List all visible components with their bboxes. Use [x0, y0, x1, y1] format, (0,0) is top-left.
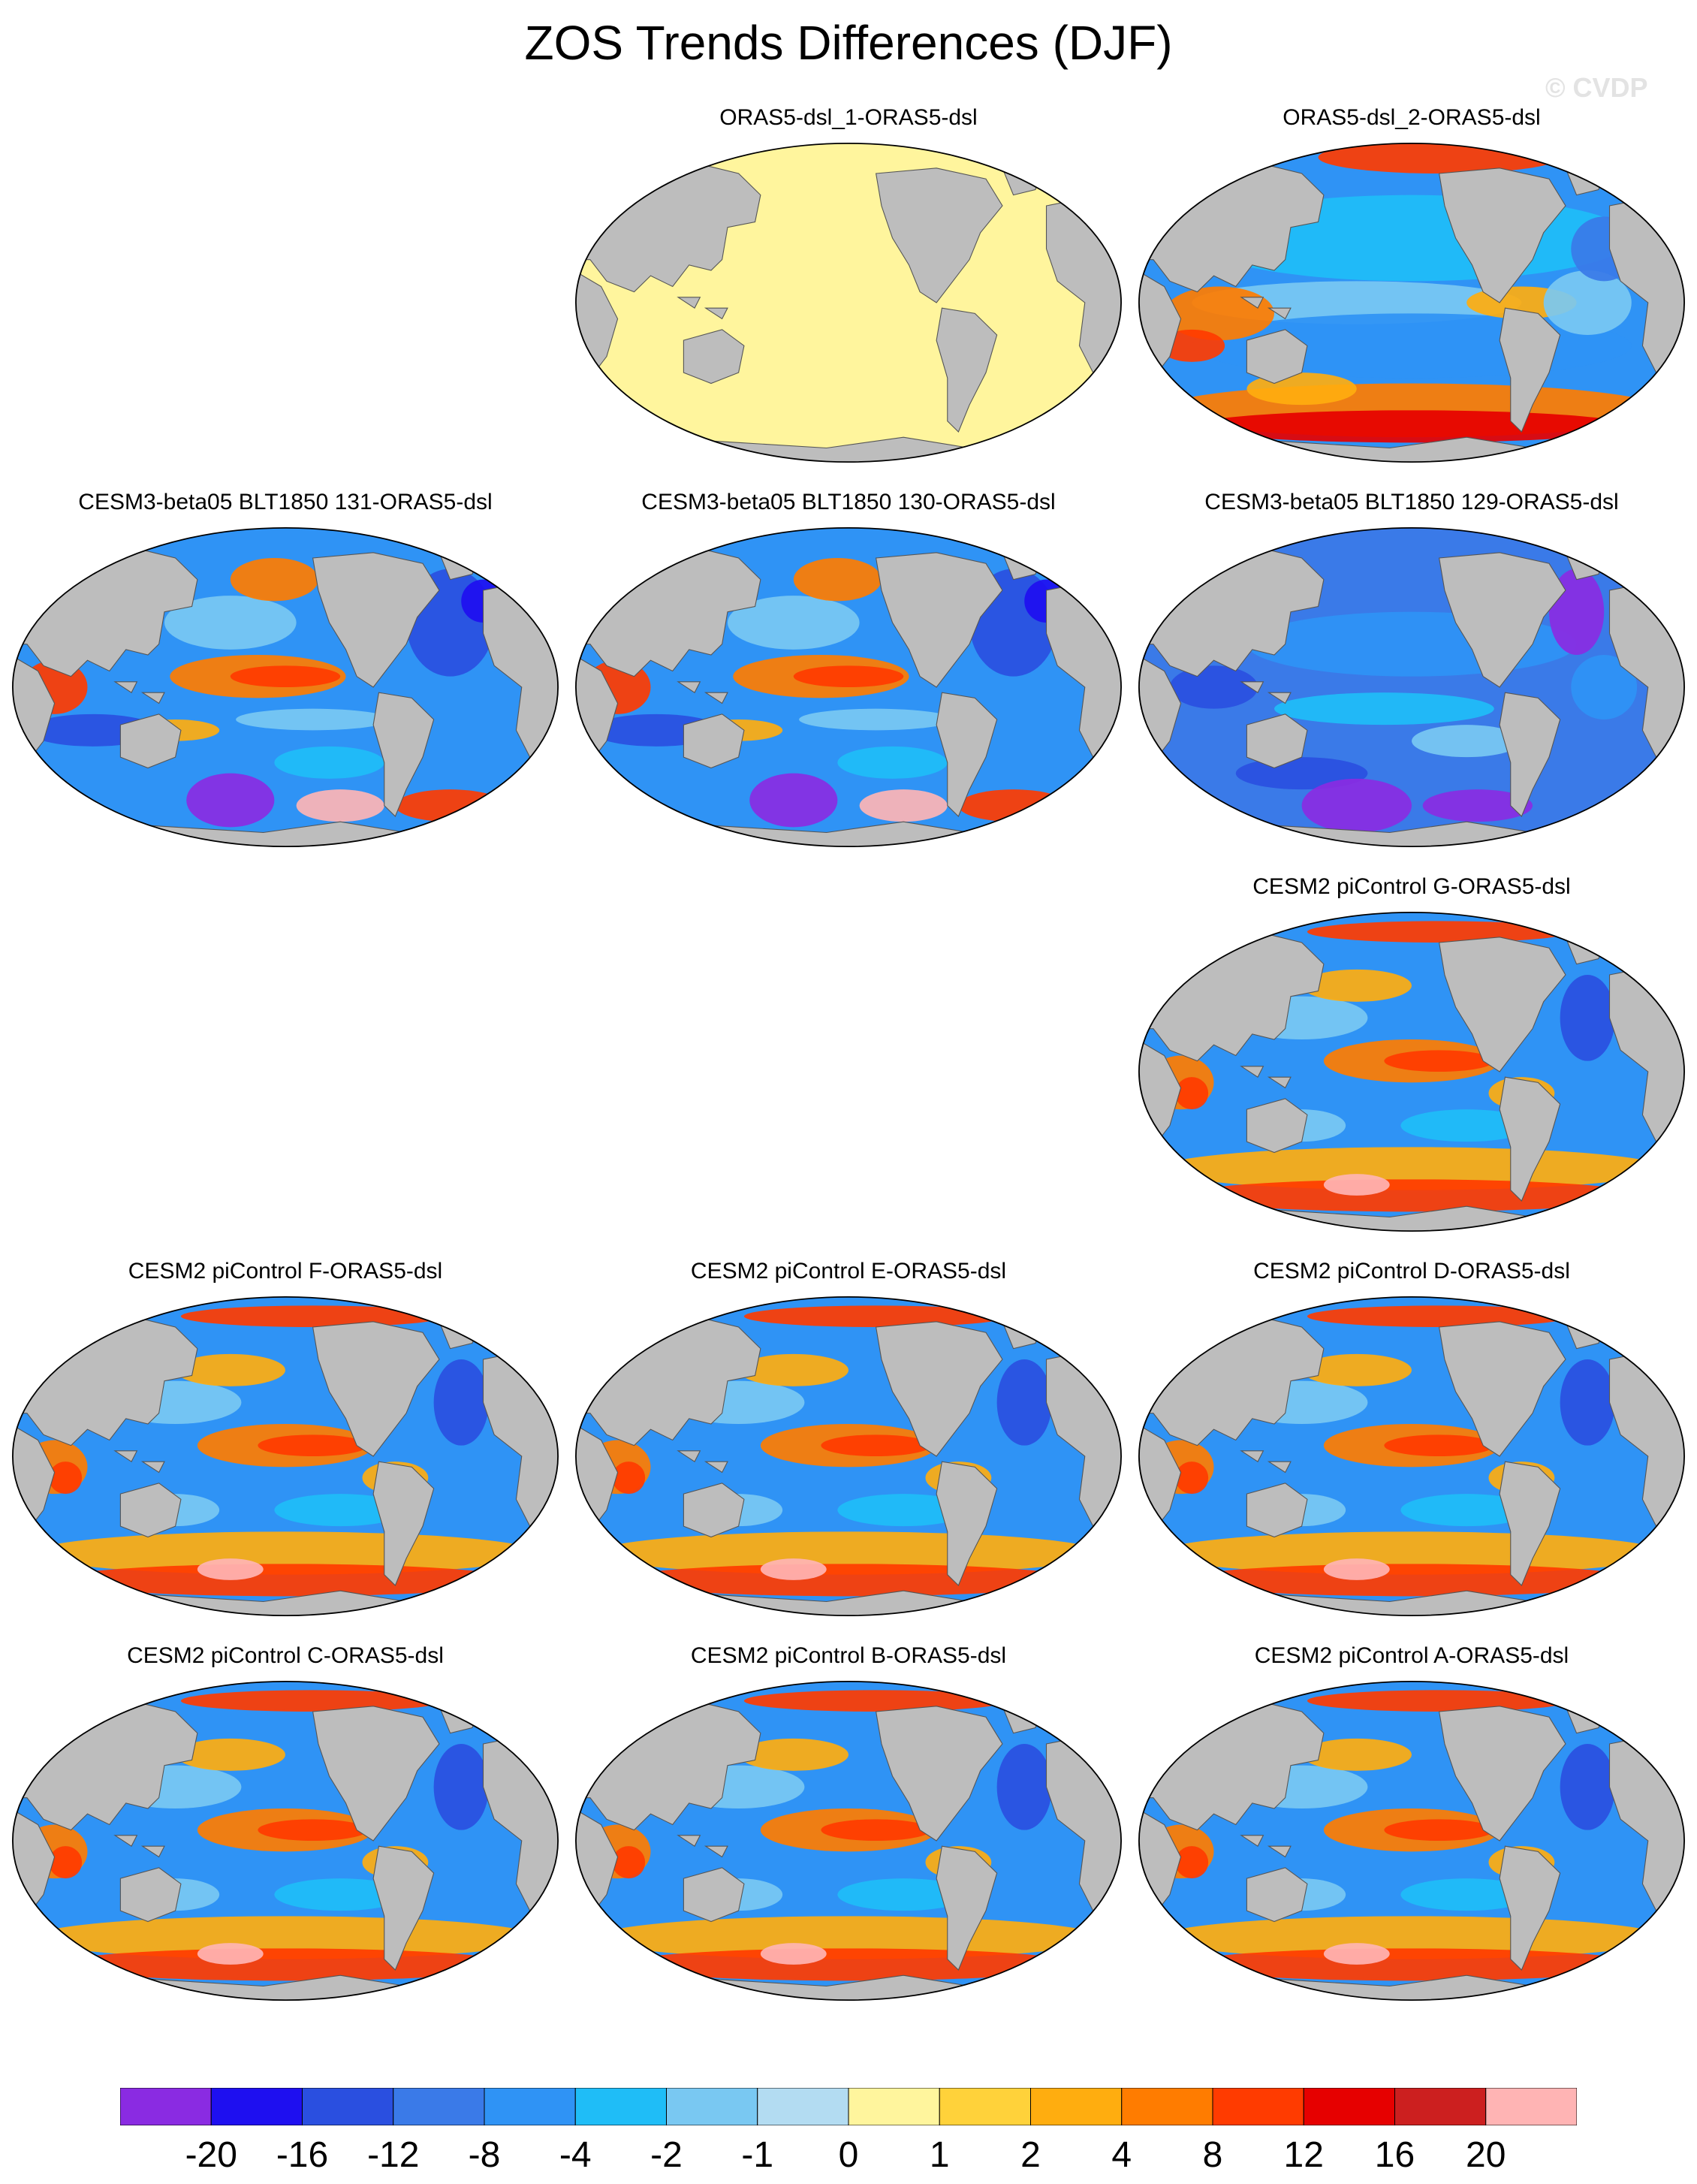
global-map	[1138, 142, 1685, 463]
colorbar-swatch	[1030, 2088, 1123, 2125]
colorbar-tick-label: 2	[1020, 2135, 1041, 2175]
global-map	[575, 1680, 1122, 2001]
panel-title: CESM2 piControl C-ORAS5-dsl	[127, 1643, 444, 1668]
panel-title: CESM3-beta05 BLT1850 129-ORAS5-dsl	[1204, 490, 1619, 514]
global-map	[575, 1296, 1122, 1617]
panel-title: CESM2 piControl D-ORAS5-dsl	[1253, 1259, 1570, 1284]
colorbar-swatch	[939, 2088, 1031, 2125]
panel-title: ORAS5-dsl_2-ORAS5-dsl	[1283, 105, 1541, 130]
colorbar-tick-label: -8	[468, 2135, 501, 2175]
panel-title: CESM2 piControl A-ORAS5-dsl	[1254, 1643, 1569, 1668]
colorbar-swatch	[666, 2088, 758, 2125]
colorbar-tick-label: 8	[1202, 2135, 1223, 2175]
panel-title: CESM3-beta05 BLT1850 131-ORAS5-dsl	[78, 490, 493, 514]
panel-title: CESM2 piControl G-ORAS5-dsl	[1252, 874, 1571, 899]
colorbar-swatch	[210, 2088, 303, 2125]
colorbar-swatch	[574, 2088, 667, 2125]
colorbar-tick-label: 20	[1466, 2135, 1506, 2175]
colorbar-swatch	[1212, 2088, 1304, 2125]
panel-title: CESM2 piControl E-ORAS5-dsl	[690, 1259, 1007, 1284]
colorbar-tick-label: 0	[838, 2135, 859, 2175]
colorbar-tick-label: 16	[1374, 2135, 1415, 2175]
global-map	[12, 1296, 559, 1617]
colorbar-tick-label: 12	[1283, 2135, 1324, 2175]
colorbar-tick-label: 4	[1111, 2135, 1132, 2175]
watermark: © CVDP	[1545, 72, 1648, 103]
colorbar	[120, 2088, 1577, 2125]
colorbar-swatch	[1121, 2088, 1213, 2125]
map-panel: CESM2 piControl D-ORAS5-dsl	[1137, 1259, 1686, 1618]
colorbar-tick-label: -12	[367, 2135, 420, 2175]
global-map	[575, 526, 1122, 848]
map-panel: CESM2 piControl G-ORAS5-dsl	[1137, 874, 1686, 1233]
colorbar-tick-label: 1	[929, 2135, 950, 2175]
colorbar-swatch	[1485, 2088, 1577, 2125]
colorbar-swatch	[484, 2088, 576, 2125]
global-map	[1138, 911, 1685, 1232]
panel-title: CESM3-beta05 BLT1850 130-ORAS5-dsl	[641, 490, 1056, 514]
page-title: ZOS Trends Differences (DJF)	[524, 16, 1173, 70]
map-panel: CESM2 piControl B-ORAS5-dsl	[574, 1643, 1123, 2002]
map-panel: CESM2 piControl C-ORAS5-dsl	[11, 1643, 560, 2002]
map-panel: CESM3-beta05 BLT1850 131-ORAS5-dsl	[11, 490, 560, 849]
colorbar-swatch	[302, 2088, 394, 2125]
panel-title: CESM2 piControl F-ORAS5-dsl	[128, 1259, 443, 1284]
colorbar-swatch	[120, 2088, 212, 2125]
global-map	[1138, 1680, 1685, 2001]
panel-title: CESM2 piControl B-ORAS5-dsl	[690, 1643, 1007, 1668]
map-panel: CESM2 piControl A-ORAS5-dsl	[1137, 1643, 1686, 2002]
colorbar-tick-label: -16	[276, 2135, 329, 2175]
colorbar-swatch	[1303, 2088, 1395, 2125]
colorbar-swatch	[848, 2088, 940, 2125]
global-map	[12, 1680, 559, 2001]
global-map	[575, 142, 1122, 463]
colorbar-swatch	[757, 2088, 849, 2125]
global-map	[1138, 526, 1685, 848]
map-panel: CESM2 piControl E-ORAS5-dsl	[574, 1259, 1123, 1618]
colorbar-tick-label: -20	[185, 2135, 237, 2175]
global-map	[1138, 1296, 1685, 1617]
colorbar-tick-label: -2	[650, 2135, 683, 2175]
map-panel: ORAS5-dsl_1-ORAS5-dsl	[574, 105, 1123, 464]
colorbar-swatch	[393, 2088, 485, 2125]
colorbar-tick-label: -4	[559, 2135, 592, 2175]
colorbar-tick-label: -1	[741, 2135, 774, 2175]
colorbar-labels: -20 -16 -12 -8 -4 -2 -1 0 1 2 4 8 12 16 20	[0, 2134, 1697, 2179]
map-panel: CESM3-beta05 BLT1850 129-ORAS5-dsl	[1137, 490, 1686, 849]
map-panel: CESM2 piControl F-ORAS5-dsl	[11, 1259, 560, 1618]
colorbar-swatch	[1394, 2088, 1487, 2125]
map-panel: ORAS5-dsl_2-ORAS5-dsl	[1137, 105, 1686, 464]
map-panel: CESM3-beta05 BLT1850 130-ORAS5-dsl	[574, 490, 1123, 849]
panel-title: ORAS5-dsl_1-ORAS5-dsl	[719, 105, 978, 130]
global-map	[12, 526, 559, 848]
